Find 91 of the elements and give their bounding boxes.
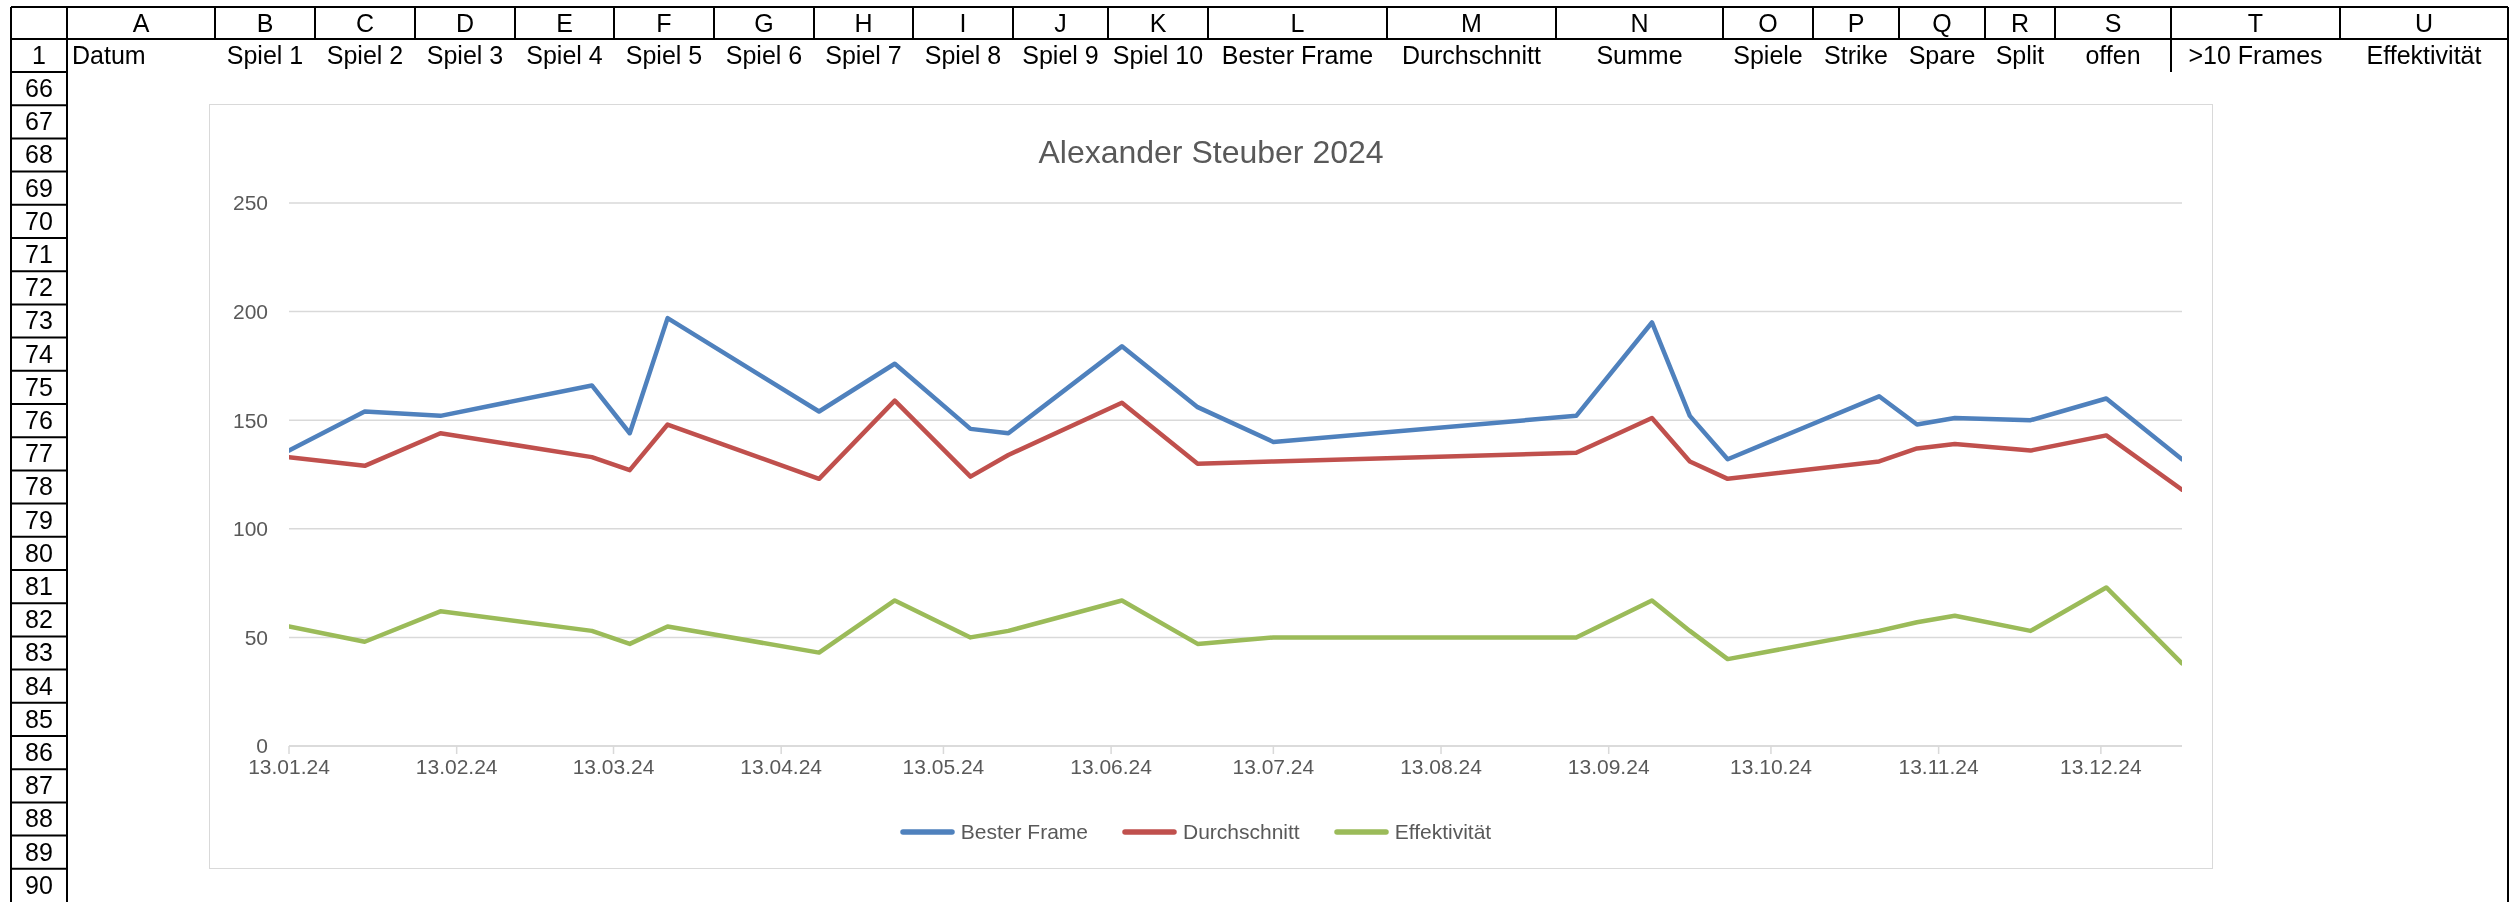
- text: P: [1847, 9, 1865, 37]
- text: O: [1758, 9, 1778, 37]
- text: Summe: [1596, 41, 1683, 69]
- x-tick-label: 13.05.24: [902, 754, 985, 778]
- text: I: [959, 9, 967, 37]
- text: 75: [25, 372, 53, 401]
- y-tick-label: 200: [232, 300, 268, 324]
- text: 73: [25, 306, 53, 335]
- x-tick-label: 13.03.24: [572, 754, 655, 778]
- text: 74: [25, 339, 53, 368]
- legend-label: Durchschnitt: [1182, 820, 1300, 844]
- text: Durchschnitt: [1402, 41, 1541, 69]
- x-tick-label: 13.04.24: [740, 754, 823, 778]
- text: 90: [25, 870, 53, 899]
- legend-label: Effektivität: [1394, 820, 1492, 844]
- x-tick-label: 13.06.24: [1070, 754, 1153, 778]
- text: 79: [25, 505, 53, 534]
- text: Datum: [72, 41, 146, 69]
- text: 85: [25, 704, 53, 733]
- y-tick-label: 250: [232, 191, 268, 215]
- text: 70: [25, 206, 53, 235]
- text: 78: [25, 472, 53, 501]
- text: J: [1054, 9, 1067, 37]
- text: M: [1461, 9, 1482, 37]
- text: Spiel 10: [1112, 41, 1204, 69]
- x-tick-label: 13.10.24: [1730, 754, 1813, 778]
- text: Spiel 8: [924, 41, 1002, 69]
- text: Strike: [1824, 41, 1888, 69]
- text: 83: [25, 638, 53, 667]
- text: Spiele: [1733, 41, 1803, 69]
- line-series: [289, 398, 2182, 492]
- text: 80: [25, 538, 53, 567]
- text: Spare: [1908, 41, 1976, 69]
- text: E: [556, 9, 573, 37]
- text: 77: [25, 439, 53, 468]
- y-tick-label: 100: [232, 517, 268, 541]
- text: Split: [1995, 41, 2045, 69]
- text: Bester Frame: [1221, 41, 1374, 69]
- text: H: [854, 9, 873, 37]
- text: C: [355, 9, 375, 37]
- text: >10 Frames: [2188, 41, 2323, 69]
- text: Spiel 9: [1022, 41, 1099, 69]
- text: 1: [32, 41, 46, 69]
- line-series: [289, 585, 2182, 666]
- text: 69: [25, 173, 53, 202]
- x-tick-label: 13.11.24: [1898, 754, 1980, 778]
- text: 68: [25, 140, 53, 169]
- text: F: [656, 9, 672, 37]
- text: Spiel 3: [426, 41, 504, 69]
- text: A: [132, 9, 150, 37]
- legend-label: Bester Frame: [960, 820, 1088, 844]
- text: 67: [25, 107, 53, 136]
- y-tick-label: 150: [232, 408, 268, 432]
- text: Q: [1932, 9, 1952, 37]
- line-series: [289, 315, 2182, 462]
- x-tick-label: 13.07.24: [1232, 754, 1315, 778]
- text: 87: [25, 771, 53, 800]
- x-tick-label: 13.08.24: [1400, 754, 1483, 778]
- text: Spiel 4: [526, 41, 603, 69]
- text: 71: [25, 240, 53, 268]
- text: T: [2247, 9, 2264, 37]
- x-tick-label: 13.12.24: [2060, 754, 2143, 778]
- text: Spiel 6: [725, 41, 803, 69]
- text: 84: [25, 671, 53, 700]
- x-tick-label: 13.02.24: [415, 754, 498, 778]
- text: D: [455, 9, 475, 37]
- text: G: [754, 9, 774, 37]
- text: Spiel 2: [326, 41, 404, 69]
- text: K: [1149, 9, 1167, 37]
- text: 82: [25, 605, 53, 634]
- text: 66: [25, 74, 53, 102]
- text: Spiel 1: [226, 41, 304, 69]
- x-tick-label: 13.09.24: [1567, 754, 1650, 778]
- text: 81: [25, 572, 53, 600]
- y-tick-label: 50: [244, 625, 268, 649]
- text: 72: [25, 273, 53, 302]
- text: 88: [25, 804, 53, 833]
- text: L: [1290, 9, 1305, 37]
- text: N: [1630, 9, 1649, 37]
- text: R: [2010, 9, 2030, 37]
- text: S: [2104, 9, 2122, 37]
- text: 86: [25, 738, 53, 766]
- text: Spiel 7: [825, 41, 902, 69]
- text: B: [256, 9, 274, 37]
- text: Spiel 5: [625, 41, 703, 69]
- text: offen: [2085, 41, 2141, 69]
- chart-title: Alexander Steuber 2024: [1038, 134, 1384, 170]
- text: U: [2414, 9, 2434, 37]
- text: 76: [25, 406, 53, 434]
- text: 89: [25, 837, 53, 866]
- text: Effektivität: [2366, 41, 2482, 69]
